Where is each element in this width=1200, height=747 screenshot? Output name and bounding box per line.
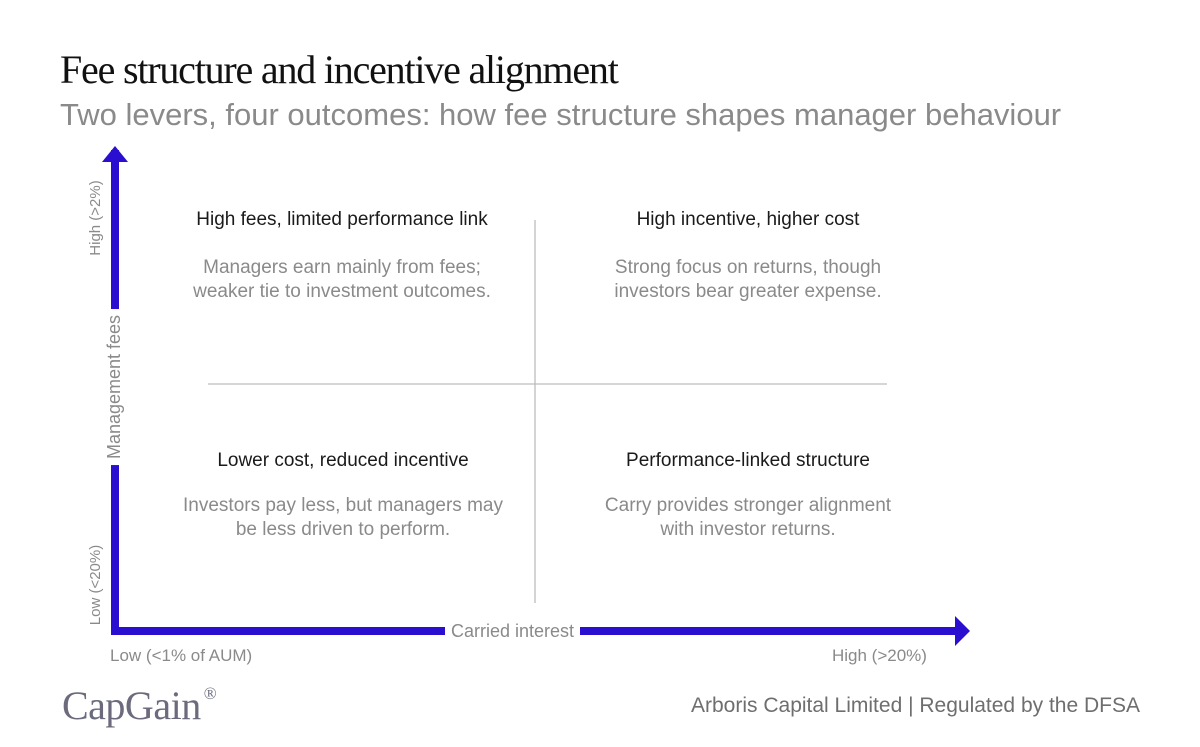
quadrant-top-right-heading: High incentive, higher cost — [636, 209, 860, 230]
quadrant-top-left-body: Managers earn mainly from fees; weaker t… — [193, 257, 491, 302]
quadrant-top-left-heading: High fees, limited performance link — [196, 209, 488, 230]
brand-logo: CapGain ® — [62, 682, 217, 729]
x-axis-high-label: High (>20%) — [832, 646, 927, 665]
x-axis-arrowhead — [955, 616, 970, 646]
quadrant-top-right-body: Strong focus on returns, though investor… — [614, 257, 882, 302]
page-title: Fee structure and incentive alignment — [60, 47, 619, 92]
x-axis-dashes — [605, 627, 631, 635]
y-axis-dashes — [111, 265, 119, 290]
y-axis-title: Management fees — [104, 308, 124, 466]
quadrant-bottom-left-heading: Lower cost, reduced incentive — [217, 450, 469, 471]
quadrant-bottom-right-body: Carry provides stronger alignment with i… — [604, 495, 892, 540]
x-axis-title: Carried interest — [445, 620, 581, 642]
registered-mark: ® — [203, 683, 217, 703]
brand-name: CapGain — [62, 683, 201, 728]
y-axis-arrowhead — [102, 146, 128, 162]
regulatory-note: Arboris Capital Limited | Regulated by t… — [691, 694, 1140, 717]
page-subtitle: Two levers, four outcomes: how fee struc… — [60, 97, 1062, 132]
x-axis-low-label: Low (<1% of AUM) — [110, 646, 253, 665]
quadrant-bottom-right-heading: Performance-linked structure — [626, 450, 870, 471]
quadrant-bottom-left-body: Investors pay less, but managers may be … — [183, 495, 503, 540]
